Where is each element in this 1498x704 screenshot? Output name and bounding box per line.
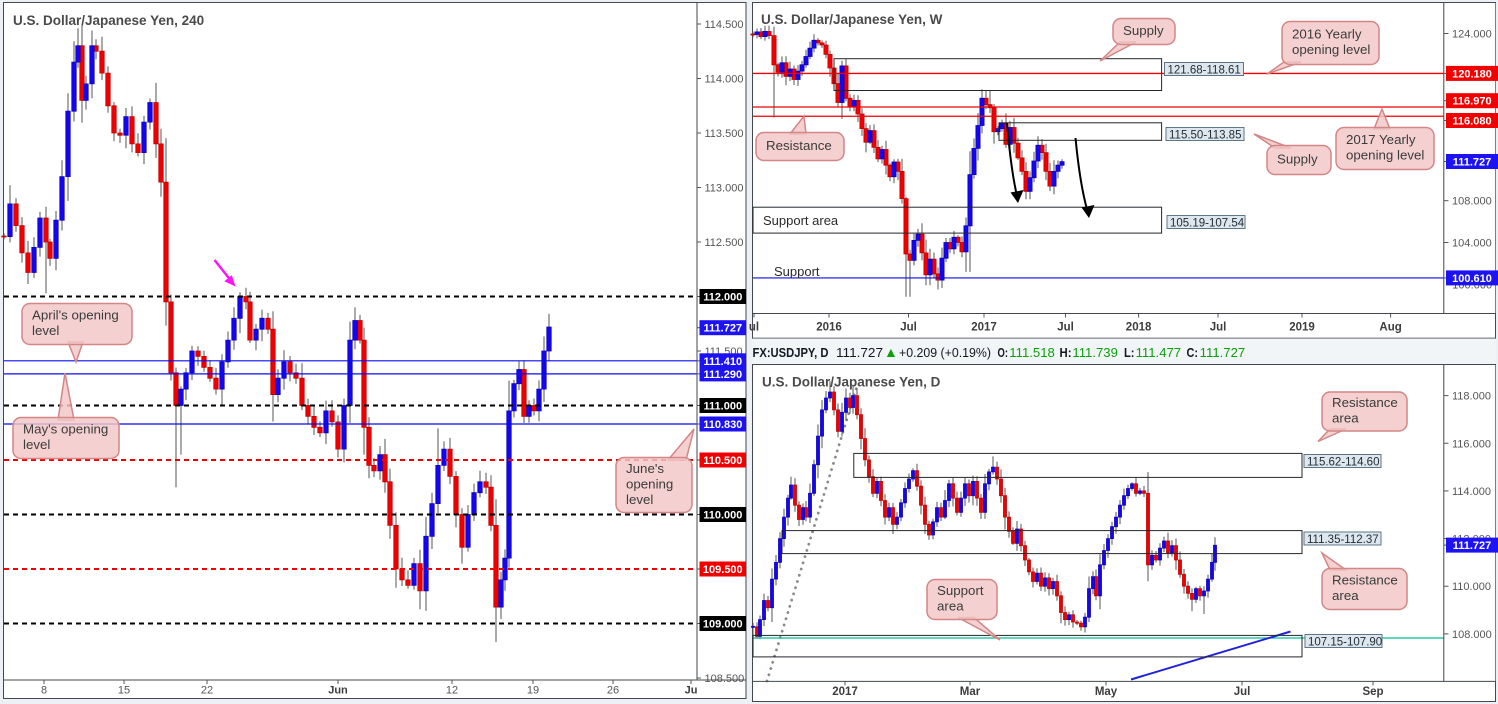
svg-text:May's opening: May's opening [23,422,108,437]
svg-text:opening level: opening level [1346,148,1424,163]
svg-text:Jul: Jul [1210,322,1227,334]
svg-text:110.000: 110.000 [1452,581,1491,593]
svg-text:May: May [1095,686,1118,698]
svg-text:Supply: Supply [1123,23,1164,38]
svg-text:26: 26 [607,685,619,697]
svg-text:124.000: 124.000 [1452,29,1492,41]
svg-text:111.727: 111.727 [836,345,883,360]
svg-text:105.19-107.54: 105.19-107.54 [1170,218,1245,230]
svg-text:Resistance: Resistance [1332,573,1398,588]
svg-text:O:: O: [998,345,1009,360]
svg-text:Ju: Ju [685,685,698,697]
svg-text:111.410: 111.410 [704,356,743,368]
svg-text:113.000: 113.000 [705,183,744,195]
svg-text:L:: L: [1124,345,1135,360]
svg-text:area: area [1332,411,1359,426]
svg-text:Support: Support [774,264,820,279]
svg-text:Resistance: Resistance [1332,395,1398,410]
svg-text:Jul: Jul [1234,686,1251,698]
svg-text:108.000: 108.000 [1452,196,1492,208]
svg-text:Aug: Aug [1379,322,1401,334]
svg-text:109.000: 109.000 [703,619,743,631]
svg-text:109.500: 109.500 [703,564,743,576]
svg-text:C:: C: [1187,345,1199,360]
svg-text:113.500: 113.500 [705,128,744,140]
svg-text:area: area [937,599,964,614]
svg-text:111.518: 111.518 [1009,345,1055,360]
svg-text:H:: H: [1060,345,1072,360]
svg-text:FX:USDJPY, D: FX:USDJPY, D [753,345,829,360]
svg-text:111.727: 111.727 [1453,157,1492,169]
svg-text:Support: Support [937,583,984,598]
svg-text:April's opening: April's opening [32,308,119,323]
svg-text:Mar: Mar [960,686,981,698]
svg-text:116.970: 116.970 [1452,96,1491,108]
svg-text:111.290: 111.290 [704,369,743,381]
svg-text:114.000: 114.000 [1452,486,1491,498]
svg-text:Jul: Jul [1057,322,1074,334]
svg-text:2017: 2017 [832,686,858,698]
svg-text:118.000: 118.000 [1452,391,1491,403]
svg-text:opening: opening [626,476,673,491]
svg-text:12: 12 [446,685,458,697]
svg-text:Jun: Jun [328,685,348,697]
svg-text:111.000: 111.000 [704,401,743,413]
svg-text:111.477: 111.477 [1136,345,1182,360]
svg-text:level: level [32,323,59,338]
svg-text:108.500: 108.500 [705,673,745,685]
svg-text:15: 15 [118,685,130,697]
svg-text:110.500: 110.500 [703,455,742,467]
svg-text:Support area: Support area [763,213,839,228]
svg-text:Jul: Jul [900,322,917,334]
svg-text:22: 22 [201,685,213,697]
svg-text:U.S. Dollar/Japanese Yen, 240: U.S. Dollar/Japanese Yen, 240 [13,13,204,28]
svg-text:8: 8 [41,685,47,697]
svg-text:+0.209 (+0.19%): +0.209 (+0.19%) [899,345,991,360]
svg-text:2019: 2019 [1289,322,1315,334]
svg-text:June's: June's [626,461,664,476]
svg-text:111.727: 111.727 [1200,345,1246,360]
svg-text:108.000: 108.000 [1452,629,1492,641]
svg-text:115.50-113.85: 115.50-113.85 [1169,130,1241,142]
svg-text:2017 Yearly: 2017 Yearly [1346,132,1416,147]
svg-text:ul: ul [749,322,759,334]
svg-text:111.727: 111.727 [704,323,743,335]
svg-text:level: level [23,437,50,452]
svg-text:19: 19 [527,685,539,697]
svg-text:U.S. Dollar/Japanese Yen, W: U.S. Dollar/Japanese Yen, W [761,12,943,27]
svg-text:opening level: opening level [1292,42,1370,57]
svg-text:121.68-118.61: 121.68-118.61 [1168,65,1241,77]
svg-text:112.000: 112.000 [703,292,742,304]
svg-text:▲: ▲ [884,344,898,360]
svg-text:107.15-107.90: 107.15-107.90 [1308,637,1382,649]
svg-text:115.62-114.60: 115.62-114.60 [1307,457,1379,469]
svg-text:2017: 2017 [971,322,997,334]
svg-text:111.727: 111.727 [1453,540,1492,552]
svg-text:114.000: 114.000 [705,74,744,86]
svg-text:111.739: 111.739 [1072,345,1118,360]
svg-text:2016: 2016 [816,322,842,334]
svg-text:area: area [1332,588,1359,603]
svg-text:112.500: 112.500 [705,237,744,249]
svg-text:110.000: 110.000 [703,510,742,522]
svg-text:Supply: Supply [1277,151,1318,166]
svg-text:Resistance: Resistance [766,138,832,153]
svg-text:2018: 2018 [1126,322,1152,334]
svg-text:2016 Yearly: 2016 Yearly [1292,27,1362,42]
svg-text:level: level [626,492,653,507]
svg-text:Sep: Sep [1362,686,1383,698]
svg-text:111.35-112.37: 111.35-112.37 [1307,534,1379,546]
svg-text:110.830: 110.830 [703,419,742,431]
svg-text:U.S. Dollar/Japanese Yen, D: U.S. Dollar/Japanese Yen, D [762,375,941,390]
svg-text:116.000: 116.000 [1452,438,1491,450]
svg-text:100.610: 100.610 [1452,273,1492,285]
svg-text:120.180: 120.180 [1452,68,1492,80]
svg-text:116.080: 116.080 [1452,116,1491,128]
svg-text:114.500: 114.500 [705,19,744,31]
svg-text:104.000: 104.000 [1452,238,1492,250]
